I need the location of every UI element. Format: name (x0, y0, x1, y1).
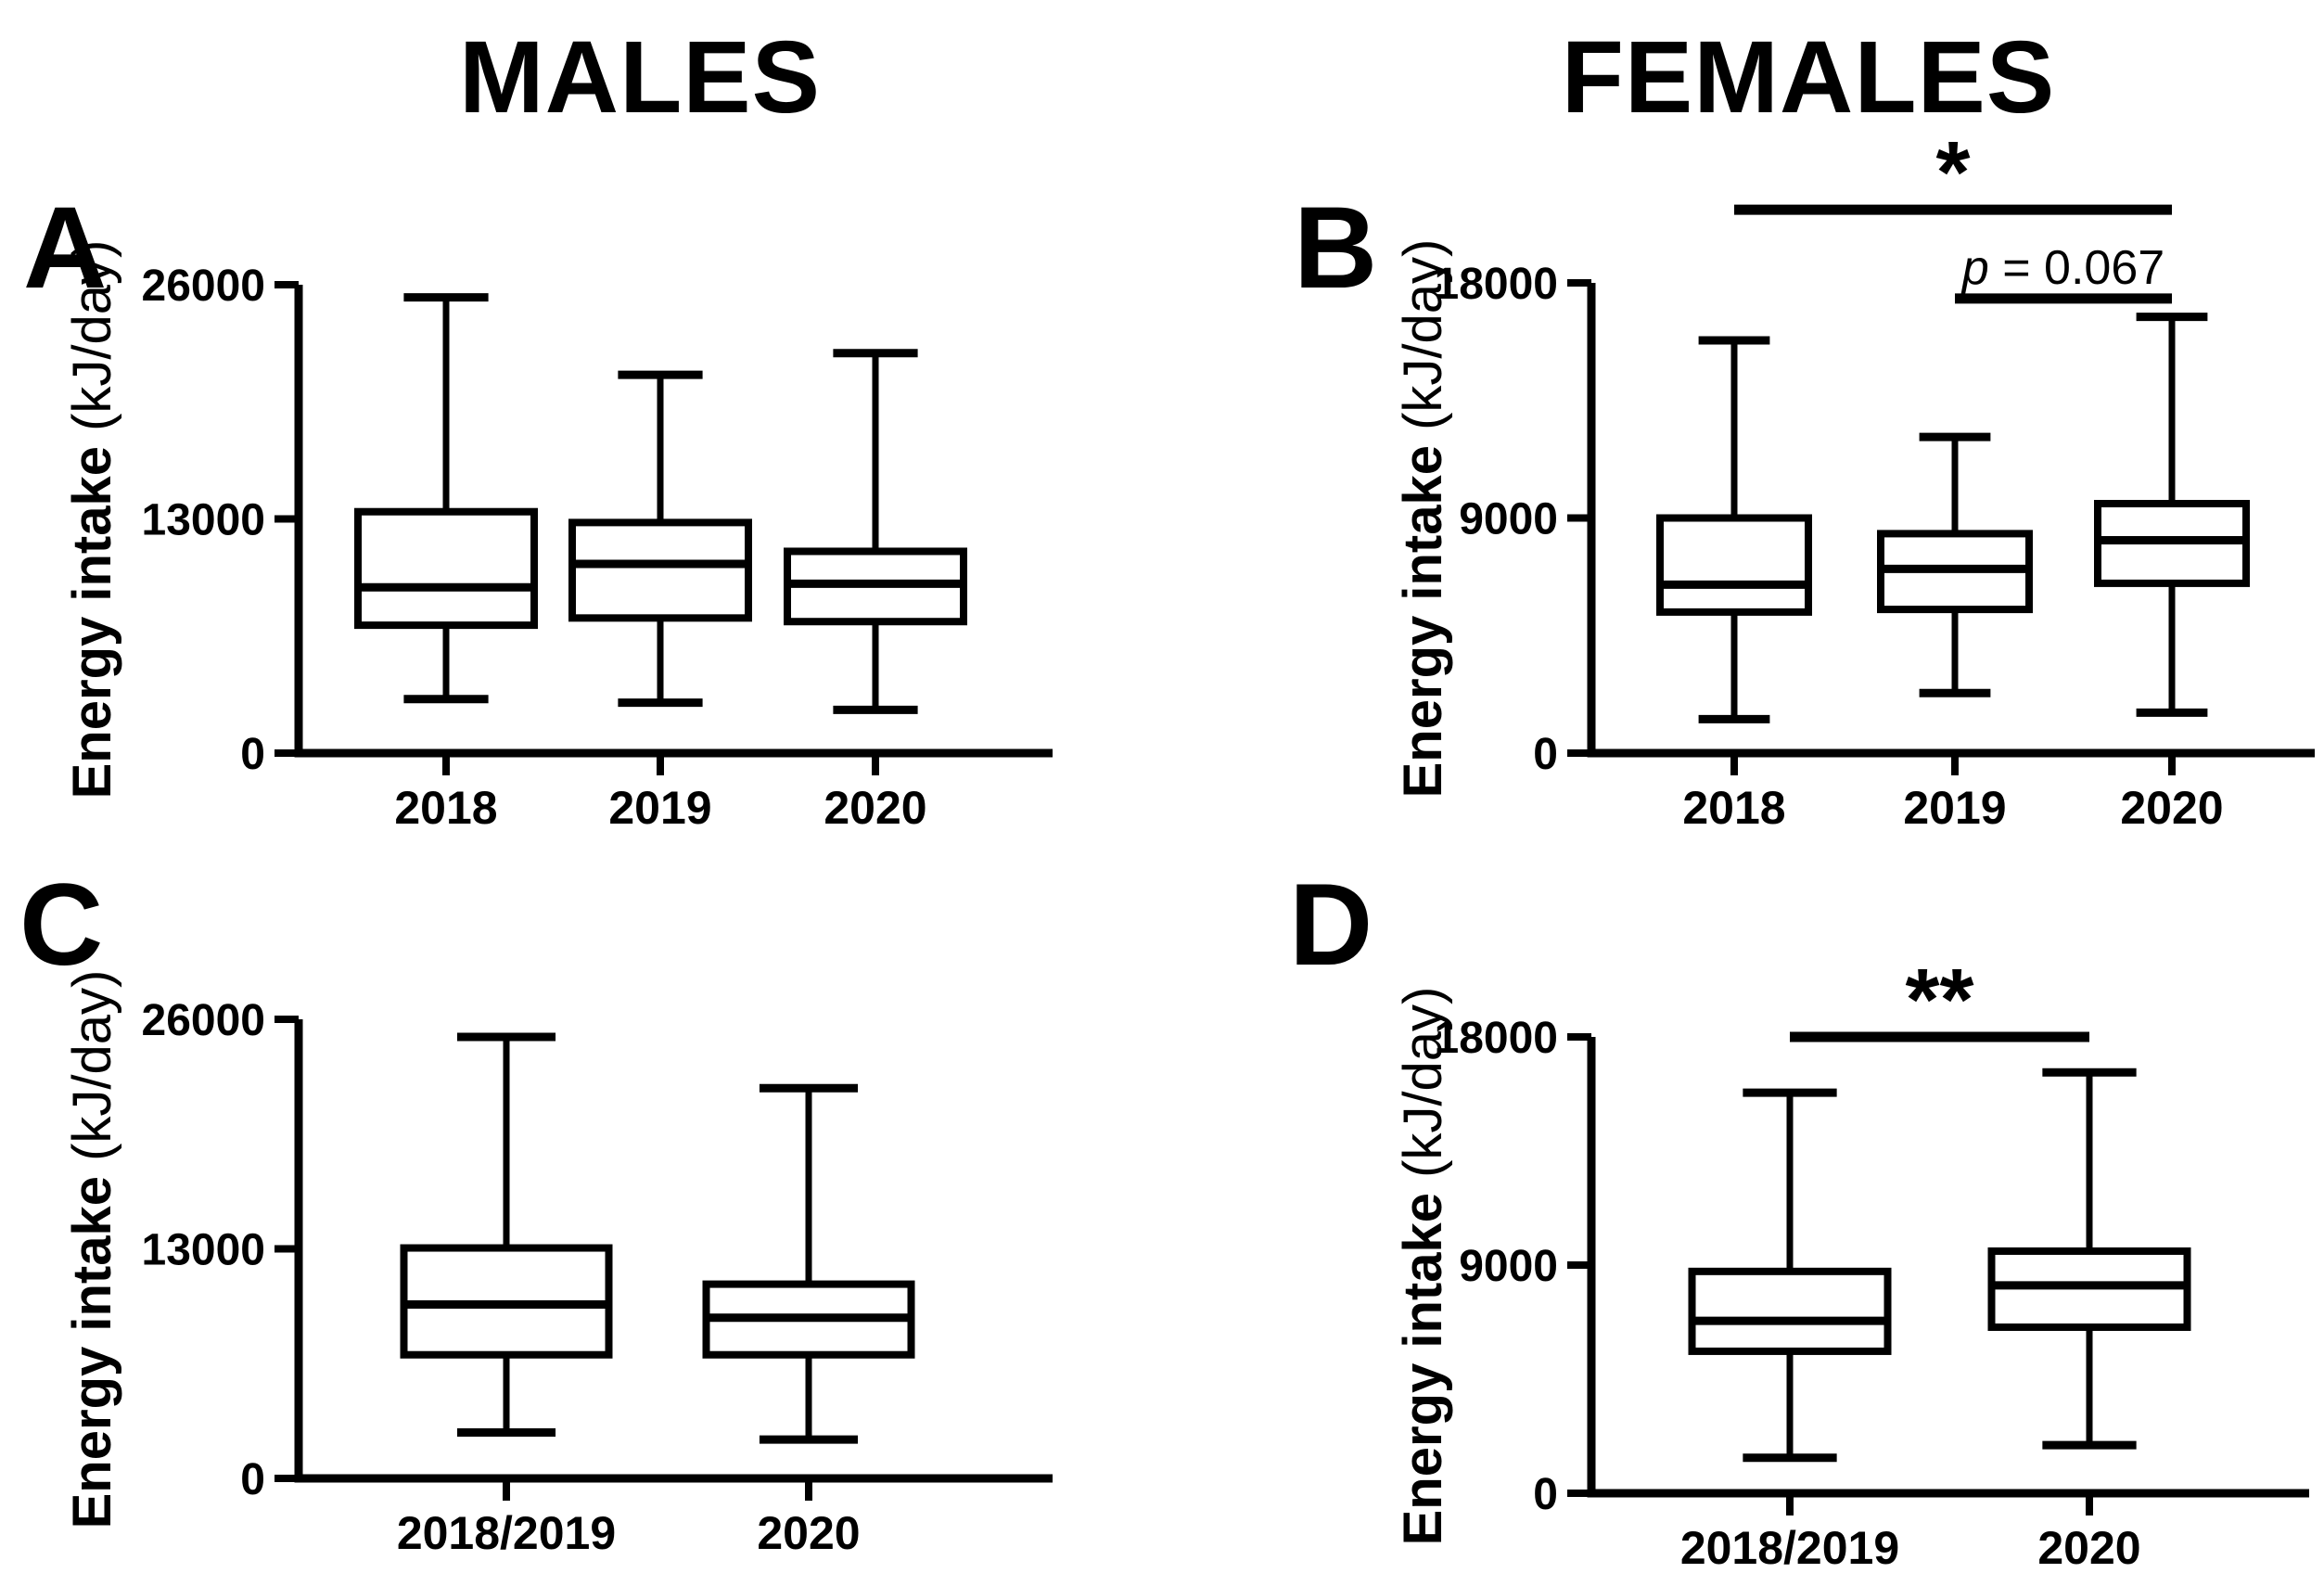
iqr-box (354, 507, 538, 630)
y-tick-label: 26000 (142, 996, 265, 1045)
significance-stars: * (1936, 123, 1971, 222)
x-category-label: 2018/2019 (1680, 1522, 1899, 1573)
x-category-label: 2020 (2120, 782, 2223, 834)
y-tick-label: 18000 (1435, 260, 1558, 309)
x-category-label: 2019 (608, 782, 711, 834)
box-2020 (784, 349, 967, 714)
x-category-label: 2020 (824, 782, 926, 834)
box-2018-2019 (400, 1032, 613, 1437)
iqr-box (568, 518, 752, 622)
box-2019 (1877, 432, 2033, 697)
significance-stars: ** (1906, 951, 1974, 1049)
significance-annotation: ** (1790, 951, 2089, 1049)
box-2018 (1656, 336, 1812, 723)
box-2020 (702, 1083, 915, 1444)
y-tick-label: 18000 (1435, 1014, 1558, 1063)
panel-c-males-pooled: Energy intake (kJ/day) 0 13000 26000 2018/2… (0, 844, 1162, 1573)
box-plot-a: 0 13000 26000 2018 2019 2020 (142, 262, 1053, 834)
column-title-females: FEMALES (1561, 20, 2056, 134)
panel-letter-b: B (1294, 184, 1378, 313)
significance-annotation: * (1734, 123, 2172, 222)
y-tick-label: 9000 (1459, 1242, 1558, 1291)
x-category-label: 2019 (1903, 782, 2006, 834)
panel-letter-d: D (1289, 861, 1373, 990)
box-plot-b: 0 9000 18000 2018 2019 2020 * p = 0.067 (1435, 123, 2315, 834)
significance-annotation: p = 0.067 (1955, 241, 2172, 304)
y-tick-label: 0 (240, 1455, 265, 1504)
y-tick-label: 13000 (142, 1226, 265, 1275)
box-2020 (1987, 1068, 2191, 1450)
panel-d-females-pooled: Energy intake (kJ/day) 0 9000 18000 2018/20… (1162, 844, 2324, 1573)
iqr-box (1688, 1267, 1892, 1355)
x-category-label: 2020 (757, 1507, 860, 1559)
y-tick-label: 0 (1533, 1470, 1558, 1519)
y-tick-label: 26000 (142, 262, 265, 311)
box-plot-c: 0 13000 26000 2018/2019 2020 (142, 996, 1053, 1559)
box-2018-2019 (1688, 1088, 1892, 1463)
box-2019 (568, 370, 752, 708)
column-title-males: MALES (459, 20, 821, 134)
x-category-label: 2018 (394, 782, 497, 834)
box-2018 (354, 293, 538, 704)
x-category-label: 2018/2019 (397, 1507, 616, 1559)
y-tick-label: 9000 (1459, 495, 1558, 544)
y-tick-label: 13000 (142, 496, 265, 545)
panel-letter-c: C (19, 861, 104, 990)
box-2020 (2094, 313, 2250, 717)
x-category-label: 2020 (2037, 1522, 2140, 1573)
panel-a-males-by-year: Energy intake (kJ/day) 0 13000 26000 2018 20… (0, 70, 1162, 844)
x-category-label: 2018 (1682, 782, 1785, 834)
panel-b-females-by-year: Energy intake (kJ/day) 0 9000 18000 2018 201… (1162, 70, 2324, 844)
y-tick-label: 0 (1533, 730, 1558, 779)
significance-p-value: p = 0.067 (1960, 241, 2164, 295)
panel-letter-a: A (23, 184, 108, 313)
y-tick-label: 0 (240, 730, 265, 779)
iqr-box (1656, 514, 1812, 616)
box-plot-d: 0 9000 18000 2018/2019 2020 ** (1435, 951, 2309, 1573)
